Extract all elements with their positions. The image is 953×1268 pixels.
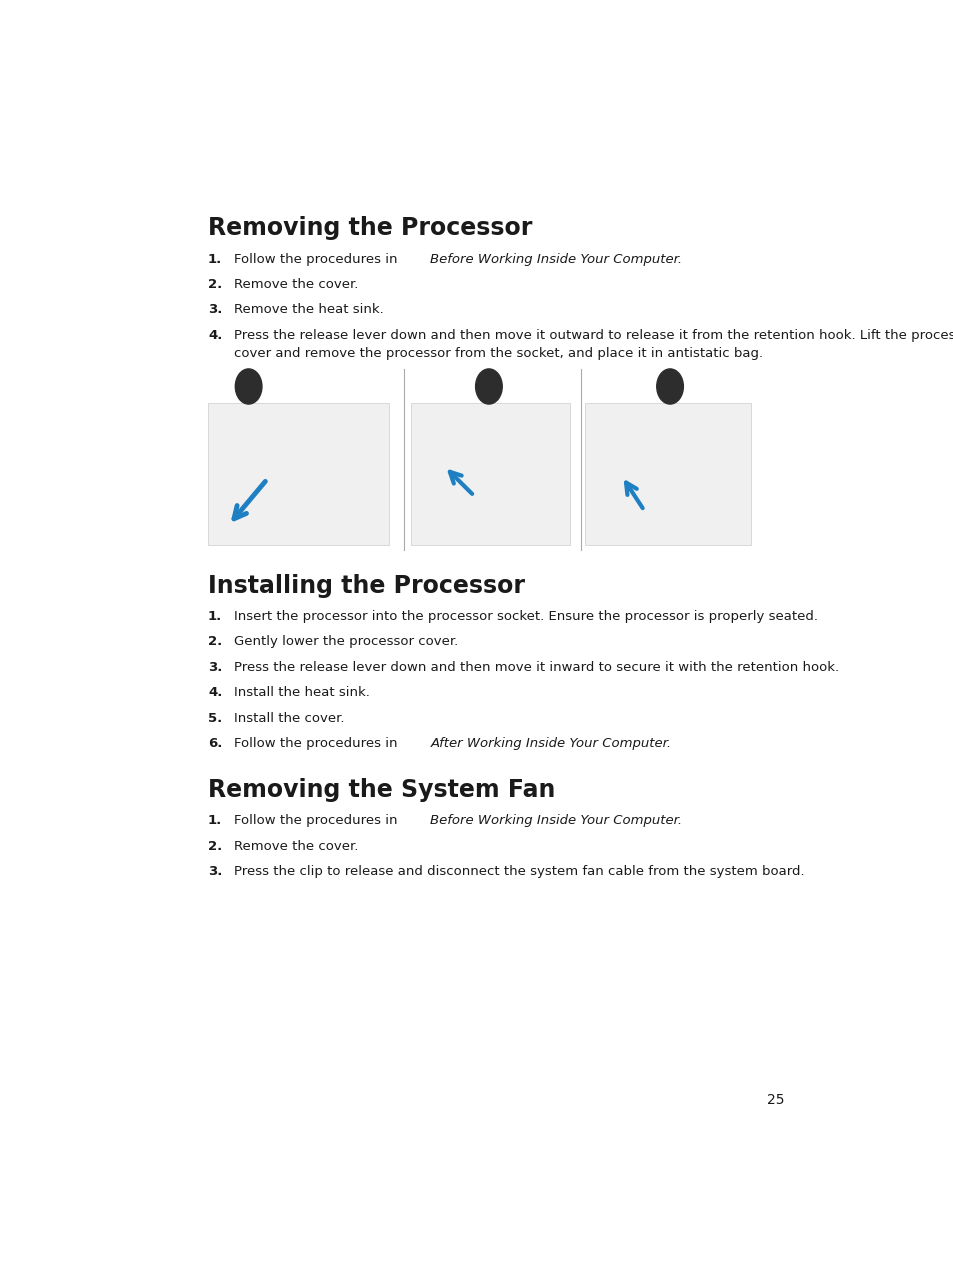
Text: After Working Inside Your Computer.: After Working Inside Your Computer. [430, 737, 671, 749]
Text: 3.: 3. [208, 865, 222, 877]
Text: 1.: 1. [208, 610, 222, 623]
Text: 4.: 4. [208, 328, 222, 342]
Text: 6.: 6. [208, 737, 222, 749]
Text: 4.: 4. [208, 686, 222, 699]
Text: 2.: 2. [208, 278, 222, 292]
Text: Follow the procedures in: Follow the procedures in [233, 737, 401, 749]
Text: Press the clip to release and disconnect the system fan cable from the system bo: Press the clip to release and disconnect… [233, 865, 803, 877]
Text: Follow the procedures in: Follow the procedures in [233, 252, 401, 266]
Circle shape [656, 369, 682, 404]
FancyBboxPatch shape [411, 403, 570, 545]
Text: 25: 25 [766, 1093, 783, 1107]
Text: Press the release lever down and then move it outward to release it from the ret: Press the release lever down and then mo… [233, 328, 953, 342]
Text: Install the heat sink.: Install the heat sink. [233, 686, 370, 699]
Text: 2.: 2. [208, 839, 222, 852]
Text: Gently lower the processor cover.: Gently lower the processor cover. [233, 635, 457, 648]
Text: Remove the cover.: Remove the cover. [233, 839, 357, 852]
FancyBboxPatch shape [208, 403, 389, 545]
Text: Remove the cover.: Remove the cover. [233, 278, 357, 292]
Text: 5.: 5. [208, 711, 222, 724]
Text: 1.: 1. [208, 814, 222, 827]
Text: 3.: 3. [208, 303, 222, 317]
Circle shape [235, 369, 262, 404]
Text: Press the release lever down and then move it inward to secure it with the reten: Press the release lever down and then mo… [233, 661, 838, 673]
Text: Follow the procedures in: Follow the procedures in [233, 814, 401, 827]
Text: 2.: 2. [208, 635, 222, 648]
Text: Remove the heat sink.: Remove the heat sink. [233, 303, 383, 317]
Text: Insert the processor into the processor socket. Ensure the processor is properly: Insert the processor into the processor … [233, 610, 817, 623]
Text: Before Working Inside Your Computer.: Before Working Inside Your Computer. [430, 252, 682, 266]
Text: Install the cover.: Install the cover. [233, 711, 344, 724]
Text: cover and remove the processor from the socket, and place it in antistatic bag.: cover and remove the processor from the … [233, 347, 762, 360]
Text: Removing the Processor: Removing the Processor [208, 216, 532, 240]
Text: Before Working Inside Your Computer.: Before Working Inside Your Computer. [430, 814, 682, 827]
FancyBboxPatch shape [584, 403, 751, 545]
Text: 3.: 3. [208, 661, 222, 673]
Text: Removing the System Fan: Removing the System Fan [208, 779, 555, 801]
Text: Installing the Processor: Installing the Processor [208, 574, 524, 598]
Circle shape [476, 369, 501, 404]
Text: 1.: 1. [208, 252, 222, 266]
